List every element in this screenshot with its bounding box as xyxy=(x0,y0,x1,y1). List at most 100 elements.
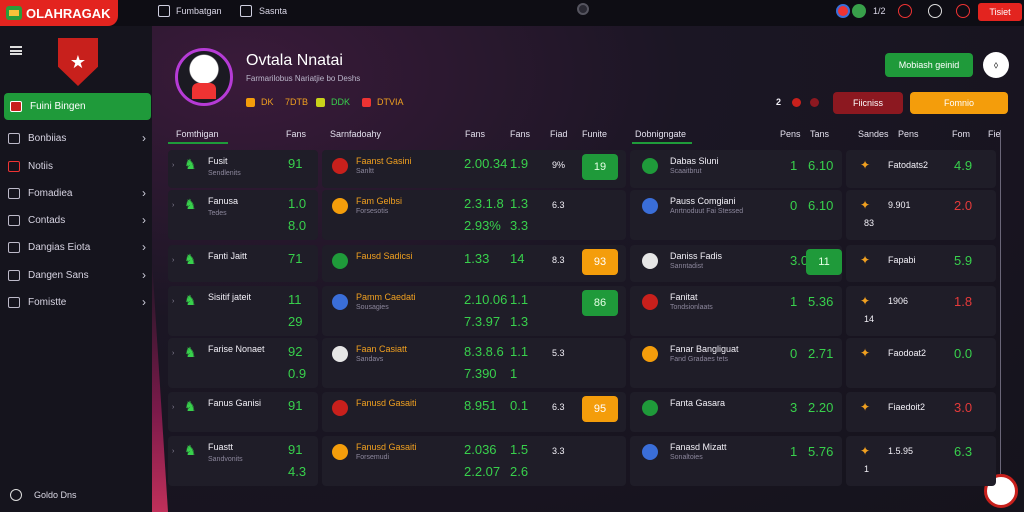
table-row[interactable] xyxy=(322,392,626,432)
header-col[interactable]: Sandes xyxy=(858,129,889,139)
table-row[interactable] xyxy=(846,436,996,486)
record-icon[interactable] xyxy=(577,3,589,15)
table-row[interactable] xyxy=(630,286,842,336)
odds-value: 8.3.8.6 xyxy=(464,344,504,359)
expand-icon[interactable]: › xyxy=(172,404,175,411)
player-figure-icon: ♞ xyxy=(184,398,197,414)
table-row[interactable] xyxy=(322,150,626,188)
odds-value: 1.8 xyxy=(954,294,973,309)
team-name: Faanst Gasini xyxy=(356,156,412,166)
header-col[interactable]: Sarnfadoahy xyxy=(330,129,382,139)
team-sub: Scaaitbrut xyxy=(670,168,702,175)
sidebar-label: Dangias Eiota xyxy=(28,241,91,253)
odds-value: 2.71 xyxy=(808,346,834,361)
header-col[interactable]: Tans xyxy=(810,129,830,139)
header-col[interactable]: Pens xyxy=(898,129,919,139)
app-logo[interactable]: OLAHRAGAK xyxy=(0,0,118,26)
table-row[interactable] xyxy=(168,150,318,188)
header-col[interactable]: Dobnigngate xyxy=(635,129,687,139)
odds-value: 3.3 xyxy=(510,218,529,233)
table-row[interactable] xyxy=(630,338,842,388)
sidebar-item-1[interactable]: Bonbiias › xyxy=(8,130,146,146)
table-row[interactable] xyxy=(322,436,626,486)
menu-icon[interactable] xyxy=(10,46,22,55)
header-col[interactable]: Fiad xyxy=(550,129,568,139)
odds-value: 83 xyxy=(864,218,875,228)
table-row[interactable] xyxy=(168,190,318,240)
table-row[interactable] xyxy=(630,190,842,240)
expand-icon[interactable]: › xyxy=(172,202,175,209)
expand-icon[interactable]: › xyxy=(172,350,175,357)
odds-value: 1.9 xyxy=(510,156,529,171)
table-row[interactable] xyxy=(846,190,996,240)
table-row[interactable] xyxy=(846,392,996,432)
stat-2: 7DTB xyxy=(285,97,308,107)
header-col[interactable]: Fans xyxy=(510,129,531,139)
scrollbar[interactable] xyxy=(1000,130,1001,480)
expand-icon[interactable]: › xyxy=(172,162,175,169)
window-icon[interactable] xyxy=(240,5,252,17)
table-row[interactable] xyxy=(168,245,318,282)
odds-pill-button[interactable]: 19 xyxy=(582,154,618,180)
header-col[interactable]: Fom xyxy=(952,129,970,139)
table-row[interactable] xyxy=(846,245,996,282)
primary-action-button[interactable]: Mobiash geinid xyxy=(885,53,973,77)
table-row[interactable] xyxy=(846,150,996,188)
header-col[interactable]: Fans xyxy=(465,129,486,139)
refresh-icon[interactable] xyxy=(928,4,942,18)
table-row[interactable] xyxy=(630,436,842,486)
table-row[interactable] xyxy=(630,150,842,188)
status-icon[interactable] xyxy=(852,4,866,18)
table-row[interactable] xyxy=(168,436,318,486)
table-row[interactable] xyxy=(630,392,842,432)
odds-pill-button[interactable]: 86 xyxy=(582,290,618,316)
odds-value: 6.3 xyxy=(552,200,565,210)
table-row[interactable] xyxy=(322,245,626,282)
table-row[interactable] xyxy=(846,338,996,388)
header-col[interactable]: Fie xyxy=(988,129,1001,139)
sidebar-item-active[interactable]: Fuini Bingen xyxy=(4,93,151,120)
sidebar-item-7[interactable]: Fomistte › xyxy=(8,294,146,310)
table-row[interactable] xyxy=(322,286,626,336)
header-col[interactable]: Fomthigan xyxy=(176,129,219,139)
odds-value: 8.951 xyxy=(464,398,497,413)
odds-value: 5.36 xyxy=(808,294,834,309)
team-crest-icon xyxy=(642,346,658,362)
header-col[interactable]: Fans xyxy=(286,129,307,139)
profile-avatar[interactable] xyxy=(175,48,233,106)
team-name: Pauss Comgiani xyxy=(670,196,736,206)
notification-icon[interactable] xyxy=(836,4,850,18)
table-row[interactable] xyxy=(168,338,318,388)
team-name: Fanitat xyxy=(670,292,698,302)
header-col[interactable]: Pens xyxy=(780,129,801,139)
sidebar-item-3[interactable]: Fomadiea › xyxy=(8,185,146,201)
top-action-button[interactable]: Tisiet xyxy=(978,3,1022,21)
odds-pill-button[interactable]: 11 xyxy=(806,249,842,275)
table-row[interactable] xyxy=(168,392,318,432)
odds-pill-button[interactable]: 95 xyxy=(582,396,618,422)
table-row[interactable] xyxy=(322,338,626,388)
expand-icon[interactable]: › xyxy=(172,298,175,305)
alert-icon[interactable] xyxy=(898,4,912,18)
header-col[interactable]: Funite xyxy=(582,129,608,139)
sidebar-footer[interactable]: Goldo Dns xyxy=(10,489,77,501)
sidebar-item-4[interactable]: Contads › xyxy=(8,212,146,228)
topbar-item-1[interactable]: Fumbatgan xyxy=(176,6,222,16)
secondary-button[interactable]: Fiicniss xyxy=(833,92,903,114)
contacts-icon xyxy=(8,214,20,226)
sidebar-item-5[interactable]: Dangias Eiota › xyxy=(8,239,146,255)
dropdown-button[interactable]: Fomnio xyxy=(910,92,1008,114)
expand-icon[interactable]: › xyxy=(172,257,175,264)
settings-icon[interactable] xyxy=(956,4,970,18)
expand-icon[interactable]: › xyxy=(172,448,175,455)
odds-pill-button[interactable]: 93 xyxy=(582,249,618,275)
topbar-item-2[interactable]: Sasnta xyxy=(259,6,288,16)
table-row[interactable] xyxy=(322,190,626,240)
score-value: 91 xyxy=(288,156,303,171)
info-button[interactable]: ⬨ xyxy=(983,52,1009,78)
table-row[interactable] xyxy=(168,286,318,336)
grid-icon[interactable] xyxy=(158,5,170,17)
sidebar-item-2[interactable]: Notiis xyxy=(8,158,146,174)
sidebar-item-6[interactable]: Dangen Sans › xyxy=(8,267,146,283)
table-row[interactable] xyxy=(846,286,996,336)
